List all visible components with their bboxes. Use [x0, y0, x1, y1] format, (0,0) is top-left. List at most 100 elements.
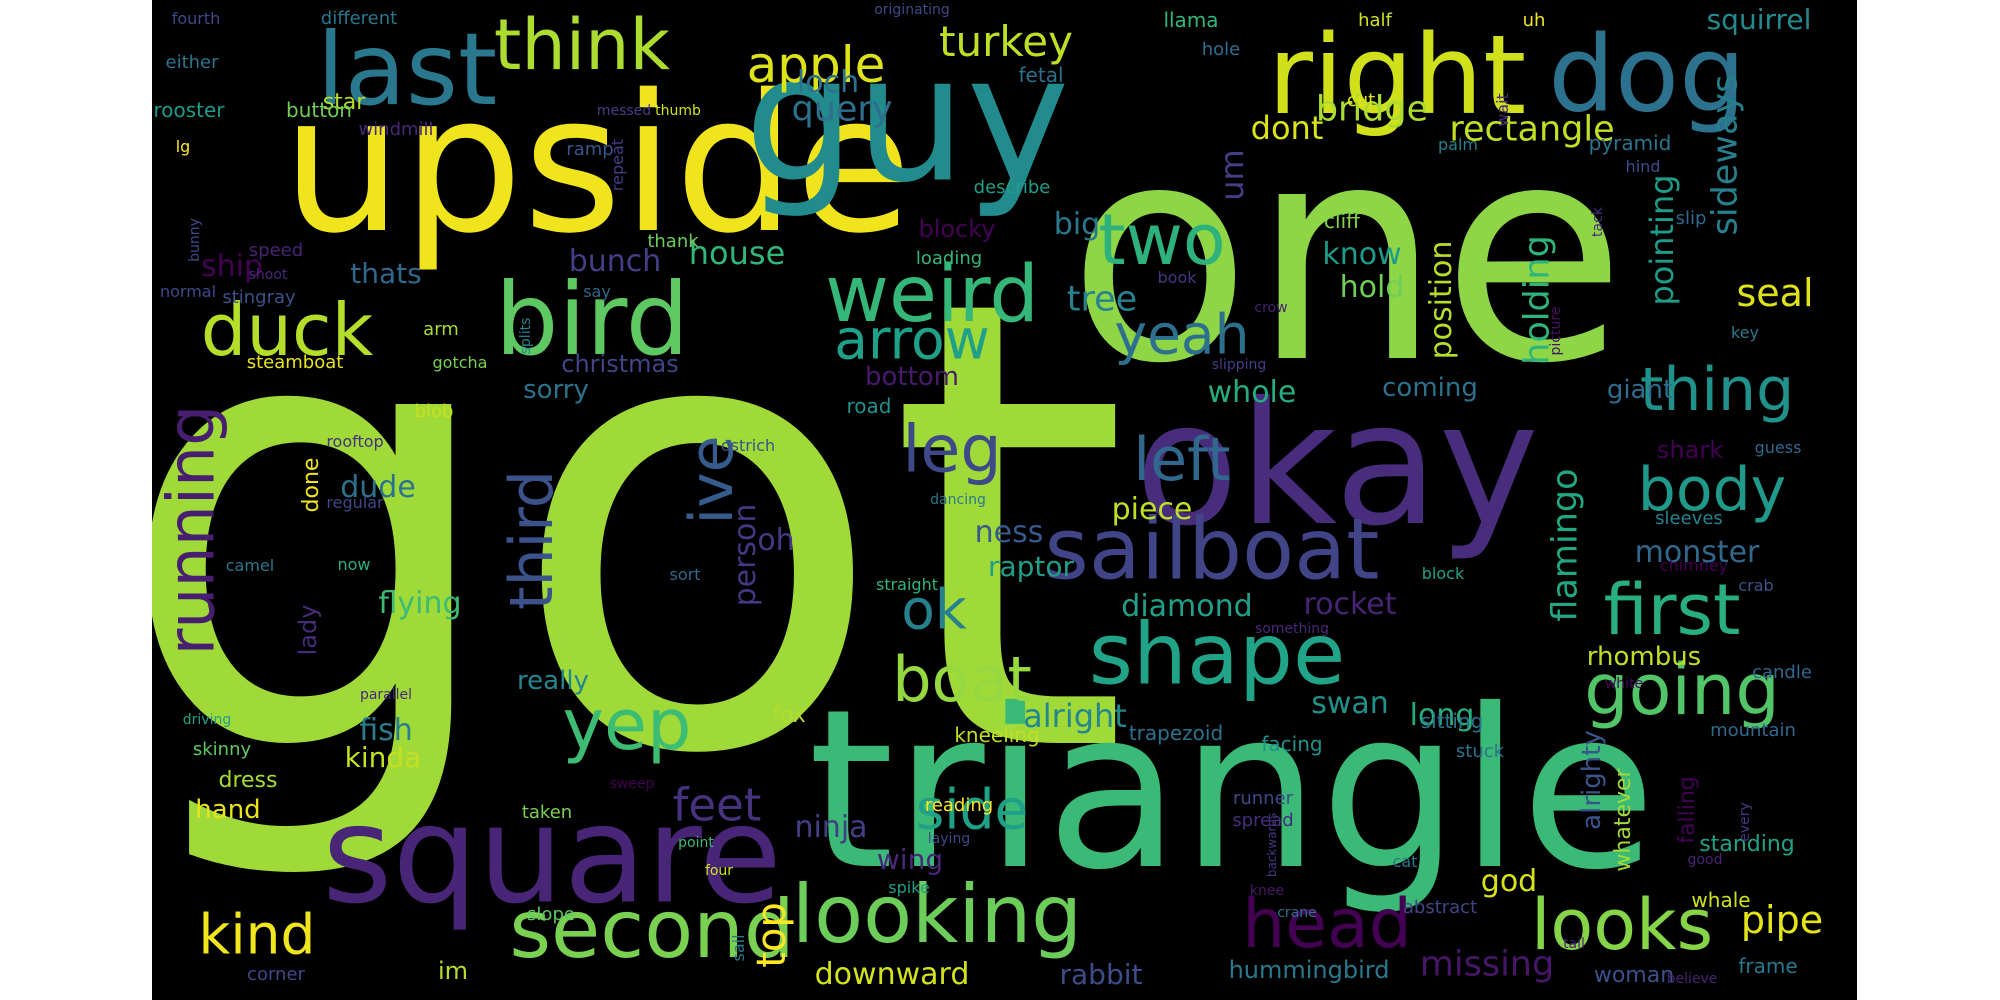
word-coming: coming	[1382, 373, 1478, 403]
word-slip: slip	[1675, 208, 1707, 229]
word-fox: fox	[772, 703, 806, 728]
word-originating: originating	[874, 2, 950, 18]
word-candle: candle	[1752, 662, 1812, 683]
word-okay: okay	[1134, 366, 1540, 564]
word-seal: seal	[1736, 271, 1814, 315]
word-giant: giant	[1606, 375, 1674, 405]
word-cliff: cliff	[1324, 209, 1360, 233]
word-body: body	[1637, 455, 1787, 525]
word-head: head	[1242, 885, 1412, 964]
word-ok: ok	[901, 577, 967, 642]
word-uh: uh	[1522, 10, 1546, 31]
word-ostrich: ostrich	[720, 436, 776, 455]
word-shape: shape	[1088, 605, 1346, 705]
word-um: um	[1213, 149, 1251, 201]
word-blocky: blocky	[918, 215, 996, 243]
word-turkey: turkey	[939, 17, 1073, 66]
word-picture: picture	[1548, 306, 1564, 356]
word-sideways: sideways	[1705, 74, 1746, 236]
word-top: top	[749, 902, 795, 968]
word-oh: oh	[757, 523, 795, 558]
word-stuck: stuck	[1455, 741, 1505, 762]
word-trapezoid: trapezoid	[1128, 721, 1224, 745]
word-sail: sail	[729, 934, 748, 962]
word-camel: camel	[225, 556, 275, 575]
word-flamingo: flamingo	[1545, 468, 1586, 622]
word-left: left	[1133, 425, 1231, 495]
word-slope: slope	[527, 904, 575, 925]
word-done: done	[299, 457, 324, 513]
word-looking: looking	[791, 868, 1083, 961]
word-palm: palm	[1438, 135, 1478, 154]
word-rocket: rocket	[1303, 587, 1397, 622]
word-rooftop: rooftop	[326, 432, 384, 451]
word-reading: reading	[924, 795, 994, 816]
word-four: four	[704, 863, 734, 879]
word-different: different	[320, 8, 398, 29]
word-backwards: backwards	[1265, 812, 1279, 878]
word-flying: flying	[378, 586, 462, 621]
word-duck: duck	[200, 288, 374, 372]
word-sleeves: sleeves	[1655, 508, 1723, 529]
word-ship: ship	[200, 249, 264, 284]
word-monster: monster	[1634, 535, 1760, 570]
word-mountain: mountain	[1710, 720, 1796, 741]
word-long: long	[1409, 698, 1475, 733]
word-lg: lg	[175, 137, 191, 156]
word-feet: feet	[672, 778, 762, 832]
word-hind: hind	[1625, 157, 1661, 176]
word-cat: cat	[1392, 852, 1418, 871]
word-kind: kind	[198, 902, 316, 967]
word-sailboat: sailboat	[1044, 500, 1380, 600]
word-sitting: sitting	[1420, 709, 1484, 733]
word-standing: standing	[1699, 832, 1795, 857]
word-steamboat: steamboat	[246, 352, 344, 373]
word-chimney: chimney	[1659, 556, 1729, 575]
word-regular: regular	[326, 493, 384, 512]
word-house: house	[688, 234, 786, 272]
word-rooster: rooster	[153, 98, 225, 122]
word-corner: corner	[247, 964, 305, 985]
word-looks: looks	[1530, 884, 1714, 966]
word-third: third	[497, 470, 567, 610]
word-bunny: bunny	[187, 218, 203, 262]
word-gotcha: gotcha	[432, 353, 488, 372]
word-query: query	[791, 89, 893, 130]
word-ness: ness	[974, 515, 1044, 550]
word-speed: speed	[248, 240, 304, 261]
word-repeat: repeat	[608, 138, 627, 192]
word-first: first	[1603, 569, 1741, 651]
word-sweep: sweep	[609, 776, 655, 792]
word-spread: spread	[1232, 810, 1294, 831]
word-white: white	[1604, 676, 1644, 692]
word-splits: splits	[518, 317, 534, 355]
word-side: side	[915, 777, 1029, 842]
word-triangle: triangle	[807, 662, 1657, 918]
word-guy: guy	[744, 18, 1070, 222]
word-square: square	[322, 776, 782, 934]
word-pointing: pointing	[1643, 174, 1681, 306]
word-bunch: bunch	[568, 244, 662, 279]
word-normal: normal	[159, 282, 217, 301]
word-slipping: slipping	[1211, 357, 1267, 373]
word-shoot: shoot	[248, 267, 288, 283]
word-cloud: got one triangle upside guy okay square right la…	[152, 0, 1857, 1000]
word-right: right	[1267, 11, 1527, 139]
word-taken: taken	[521, 802, 573, 823]
word-knee: knee	[1249, 883, 1285, 899]
word-now: now	[337, 555, 371, 574]
word-boat: boat	[892, 643, 1032, 716]
word-believe: believe	[1666, 971, 1718, 987]
word-diamond: diamond	[1121, 589, 1253, 624]
word-thats: thats	[350, 257, 422, 290]
word-bridge: bridge	[1315, 89, 1429, 130]
word-half: half	[1358, 10, 1392, 31]
word-dog: dog	[1548, 13, 1746, 136]
word-crab: crab	[1738, 576, 1774, 595]
word-windmill: windmill	[358, 119, 434, 140]
word-every: every	[1737, 802, 1753, 842]
word-going: going	[1584, 649, 1780, 731]
word-spike: spike	[888, 878, 930, 897]
word-hold: hold	[1339, 270, 1405, 305]
word-loch: loch	[796, 65, 860, 100]
